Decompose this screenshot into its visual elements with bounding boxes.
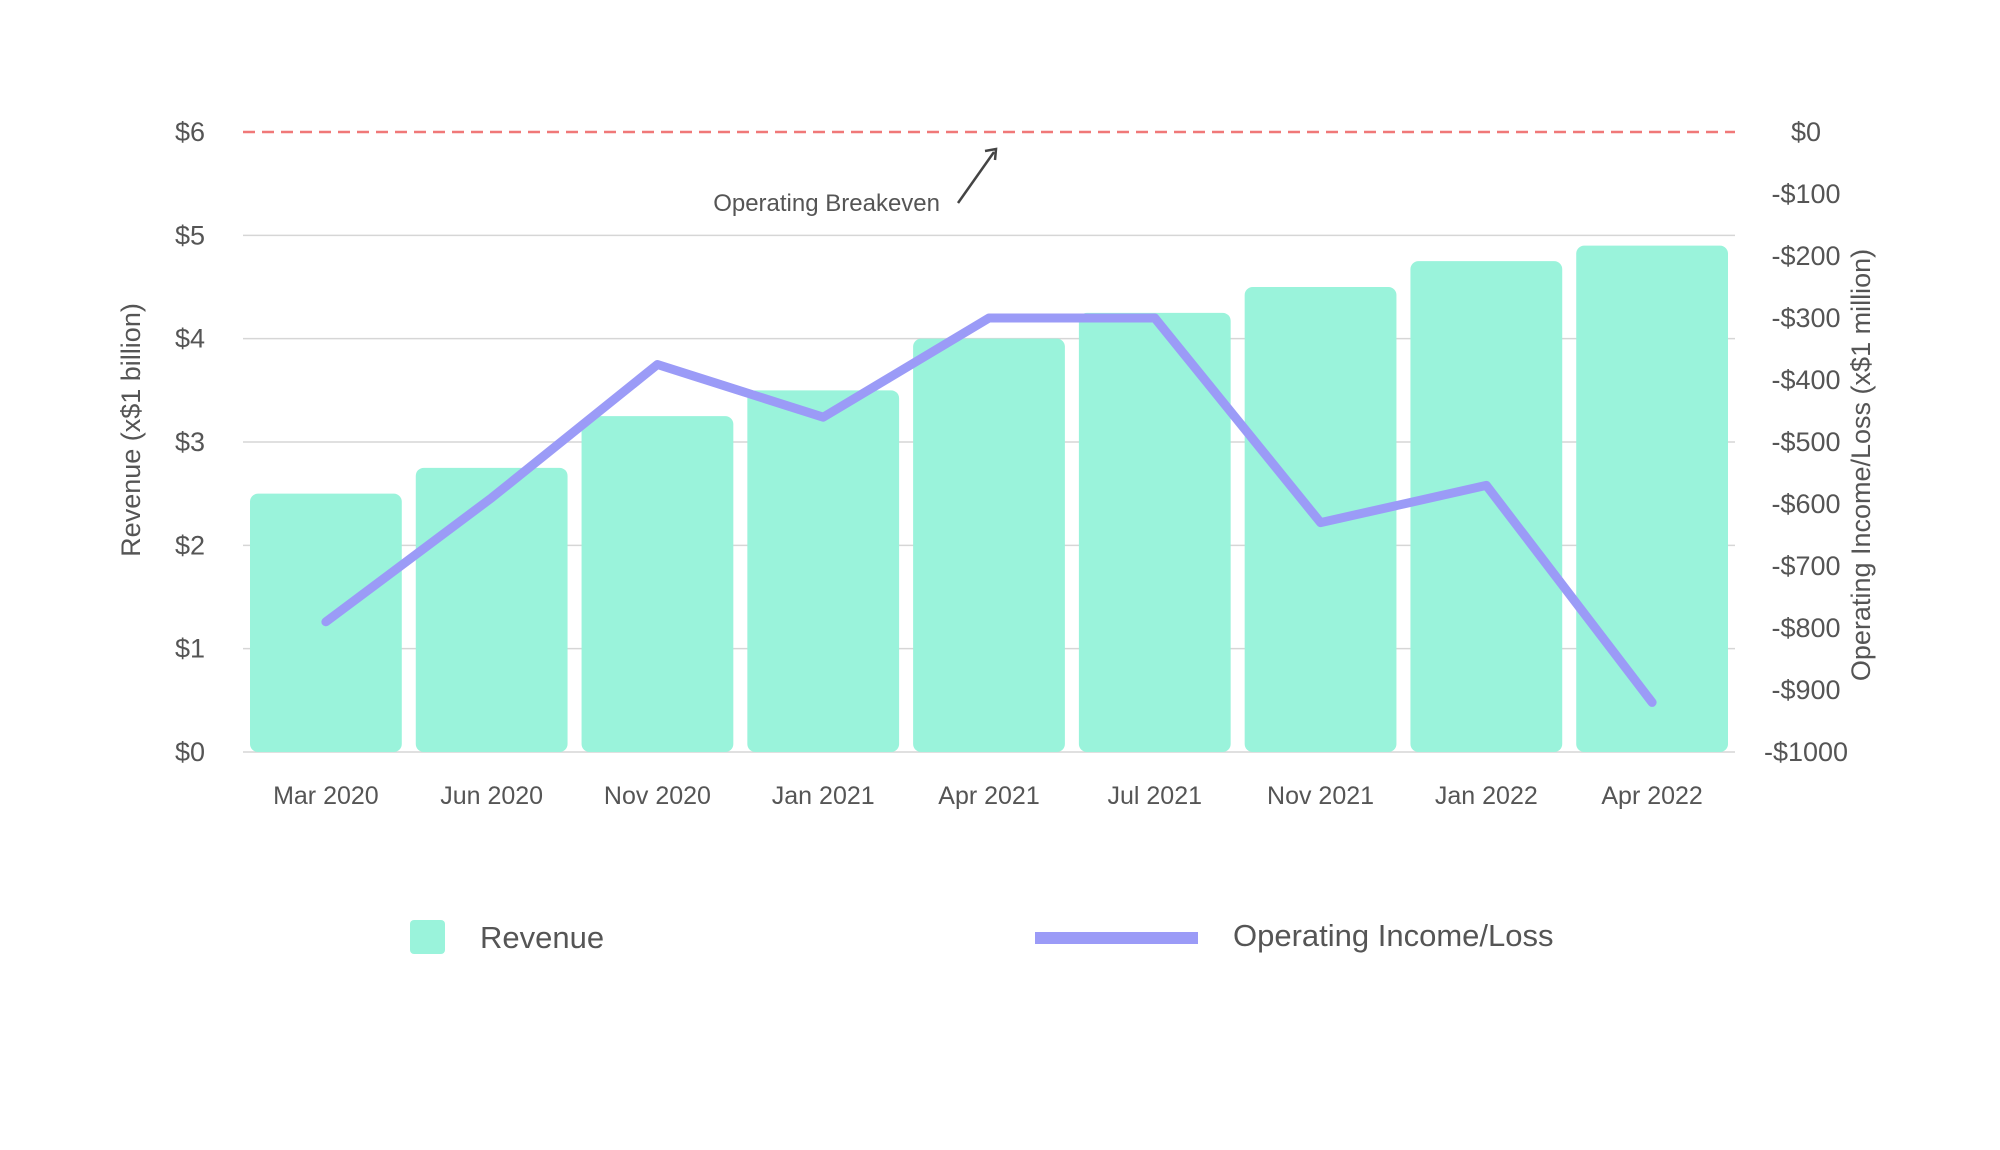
category-tick-label: Jan 2022: [1435, 782, 1538, 810]
right-axis-tick-label: -$1000: [1764, 737, 1848, 767]
breakeven-annotation: Operating Breakeven: [713, 147, 998, 217]
axes: $0 $1 $2 $3 $4 $5 $6 $0 -$100 -$200 -$300 -$400 -$5…: [116, 117, 1876, 810]
operating-income-line: [321, 313, 1657, 707]
category-tick-label: Apr 2022: [1601, 782, 1702, 810]
right-axis-tick-label: -$800: [1771, 613, 1840, 643]
revenue-bar: [1576, 245, 1728, 752]
category-tick-label: Mar 2020: [273, 782, 379, 810]
right-axis-tick-label: -$600: [1771, 489, 1840, 519]
breakeven-arrow-icon: [956, 151, 996, 204]
category-tick-label: Jan 2021: [772, 782, 875, 810]
right-axis-tick-label: -$100: [1771, 179, 1840, 209]
operating-income-line-group: [321, 313, 1657, 707]
right-axis-tick-label: -$900: [1771, 675, 1840, 705]
left-axis-tick-label: $1: [175, 634, 205, 664]
revenue-bar: [415, 467, 568, 752]
left-axis-tick-label: $4: [175, 324, 205, 354]
category-tick-label: Nov 2021: [1267, 782, 1374, 810]
right-axis-tick-label: -$500: [1771, 427, 1840, 457]
revenue-bar: [913, 338, 1065, 752]
category-tick-label: Apr 2021: [938, 782, 1039, 810]
revenue-bars: [250, 245, 1728, 752]
legend-operating-income-label: Operating Income/Loss: [1233, 918, 1554, 953]
left-axis-tick-label: $5: [175, 220, 205, 250]
right-axis-tick-label: -$400: [1771, 365, 1840, 395]
right-axis-ticks: $0 -$100 -$200 -$300 -$400 -$500 -$600 -$700 -$8…: [1764, 117, 1848, 767]
left-axis-ticks: $0 $1 $2 $3 $4 $5 $6: [175, 117, 205, 767]
right-axis-tick-label: -$700: [1771, 551, 1840, 581]
category-tick-label: Jul 2021: [1108, 782, 1203, 810]
left-axis-tick-label: $6: [175, 117, 205, 147]
right-axis-tick-label: $0: [1791, 117, 1821, 147]
left-axis-tick-label: $2: [175, 530, 205, 560]
breakeven-arrowhead-icon: [984, 147, 998, 161]
right-axis-title: Operating Income/Loss (x$1 million): [1846, 249, 1876, 681]
revenue-bar: [1078, 312, 1231, 752]
revenue-bar: [747, 390, 900, 752]
right-axis-tick-label: -$300: [1771, 303, 1840, 333]
legend-revenue-swatch: [410, 920, 445, 954]
legend: Revenue Operating Income/Loss: [410, 918, 1554, 955]
right-axis-tick-label: -$200: [1771, 241, 1840, 271]
breakeven-label: Operating Breakeven: [713, 190, 940, 217]
category-tick-label: Nov 2020: [604, 782, 711, 810]
revenue-bar: [1410, 261, 1563, 752]
category-axis-ticks: Mar 2020 Jun 2020 Nov 2020 Jan 2021 Apr 2021…: [273, 782, 1703, 810]
left-axis-title: Revenue (x$1 billion): [116, 303, 146, 557]
revenue-bar: [581, 416, 734, 752]
left-axis-tick-label: $3: [175, 427, 205, 457]
category-tick-label: Jun 2020: [440, 782, 543, 810]
left-axis-tick-label: $0: [175, 737, 205, 767]
legend-revenue-label: Revenue: [480, 920, 604, 955]
